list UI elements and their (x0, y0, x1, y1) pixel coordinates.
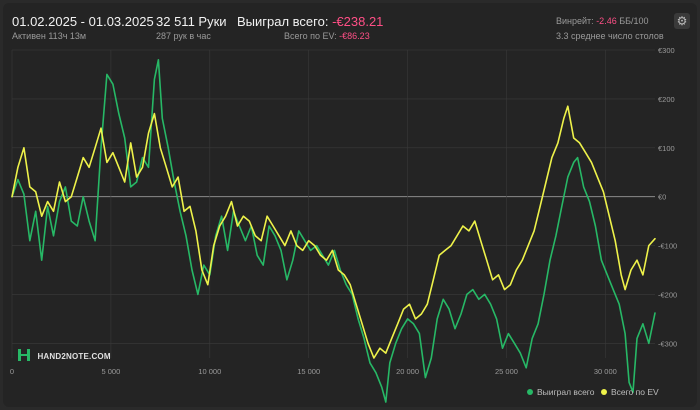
x-tick-label: 25 000 (495, 367, 518, 376)
y-tick-label: €100 (658, 144, 675, 153)
x-tick-label: 20 000 (396, 367, 419, 376)
y-tick-label: -€100 (658, 242, 677, 251)
won-series-line (11, 59, 656, 403)
legend-swatch-ev (601, 389, 607, 395)
won-total: Выиграл всего: -€238.21 (237, 14, 383, 29)
h2n-logo: HAND2NOTE.COM (18, 346, 111, 364)
winrate-label: Винрейт: (556, 16, 594, 26)
legend-item-won[interactable]: Выиграл всего (527, 387, 594, 397)
winrate-value: -2.46 (596, 16, 617, 26)
x-tick-label: 15 000 (297, 367, 320, 376)
x-tick-label: 10 000 (198, 367, 221, 376)
y-tick-label: €300 (658, 46, 675, 55)
ev-total-label: Всего по EV: (284, 31, 337, 41)
gear-icon[interactable]: ⚙ (674, 13, 690, 29)
x-tick-label: 5 000 (101, 367, 120, 376)
hands-count: 32 511 Руки (156, 14, 227, 29)
y-tick-label: -€300 (658, 339, 677, 348)
legend-label-won: Выиграл всего (537, 387, 595, 397)
won-total-label: Выиграл всего: (237, 14, 329, 29)
y-tick-label: -€200 (658, 290, 677, 299)
legend-label-ev: Всего по EV (611, 387, 659, 397)
ev-total: Всего по EV: -€86.23 (284, 31, 370, 41)
active-time: Активен 113ч 13м (12, 31, 87, 41)
ev-total-value: -€86.23 (339, 31, 370, 41)
winrate-unit: ББ/100 (619, 16, 649, 26)
x-tick-label: 30 000 (594, 367, 617, 376)
y-tick-label: €0 (658, 193, 666, 202)
hands-per-hour: 287 рук в час (156, 31, 211, 41)
legend-swatch-won (527, 389, 533, 395)
x-tick-label: 0 (10, 367, 14, 376)
avg-tables: 3.3 среднее число столов (556, 31, 664, 41)
ev-series-line (11, 105, 656, 359)
legend-item-ev[interactable]: Всего по EV (601, 387, 659, 397)
date-range: 01.02.2025 - 01.03.2025 (12, 14, 154, 29)
h2n-logo-icon (18, 349, 30, 361)
y-tick-label: €200 (658, 95, 675, 104)
graph-panel (3, 3, 697, 407)
logo-text: HAND2NOTE.COM (37, 352, 111, 361)
won-total-value: -€238.21 (332, 14, 384, 29)
winrate: Винрейт: -2.46 ББ/100 (556, 16, 649, 26)
